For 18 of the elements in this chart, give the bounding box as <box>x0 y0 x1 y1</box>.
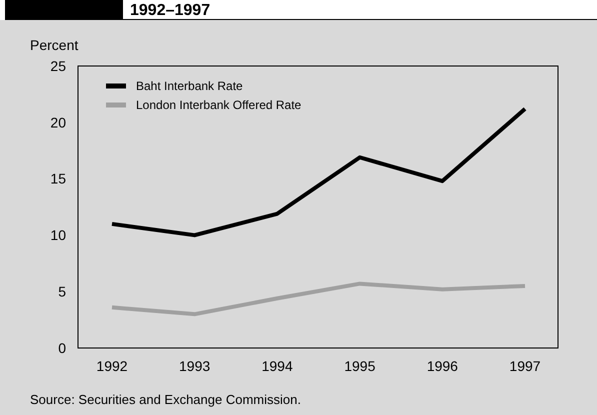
y-tick-label: 5 <box>58 284 66 300</box>
y-tick-label: 15 <box>50 170 66 187</box>
legend-label: Baht Interbank Rate <box>136 79 244 94</box>
x-tick-label: 1994 <box>262 358 293 374</box>
x-tick-label: 1992 <box>96 358 128 374</box>
y-tick-label: 10 <box>50 227 66 244</box>
y-tick-label: 0 <box>58 340 66 356</box>
legend-label: London Interbank Offered Rate <box>136 98 302 112</box>
line-series <box>110 282 527 316</box>
chart-title: 1992–1997 <box>130 2 210 19</box>
x-tick-label: 1996 <box>426 358 458 374</box>
source-note: Source: Securities and Exchange Commission. <box>30 392 301 407</box>
x-tick-label: 1995 <box>344 358 376 374</box>
y-tick-label: 20 <box>50 114 66 130</box>
y-axis-title: Percent <box>30 37 78 53</box>
x-tick-label: 1993 <box>179 358 210 374</box>
x-tick-label: 1997 <box>509 358 541 374</box>
y-tick-label: 25 <box>50 58 66 74</box>
